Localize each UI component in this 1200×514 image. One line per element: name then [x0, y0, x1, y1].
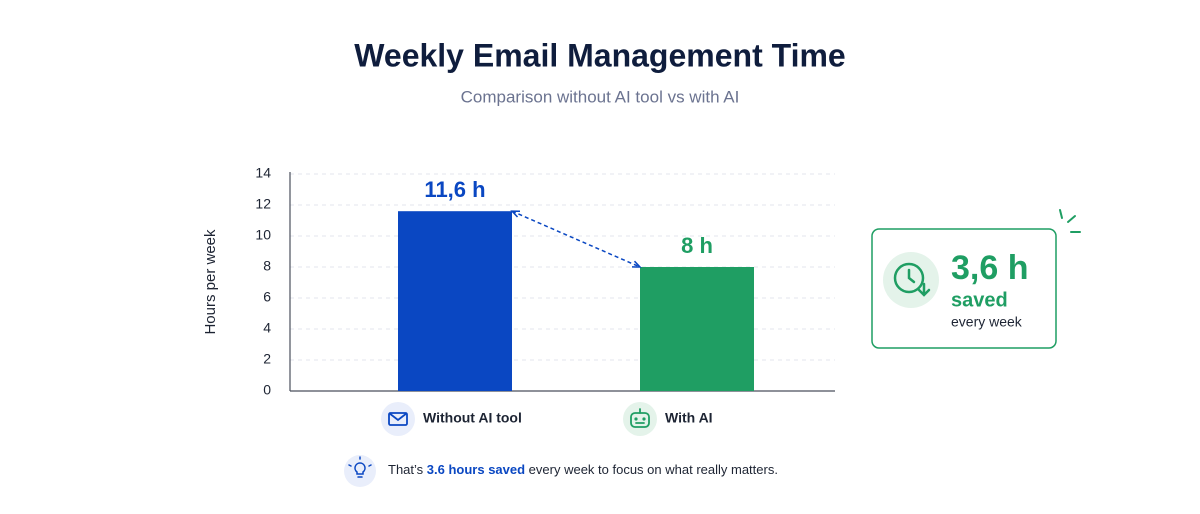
- footnote-highlight: 3.6 hours saved: [427, 462, 525, 477]
- robot-eye: [642, 417, 646, 421]
- y-tick-label: 8: [263, 258, 271, 274]
- y-tick-label: 2: [263, 351, 271, 367]
- y-tick-label: 0: [263, 382, 271, 398]
- y-tick-label: 4: [263, 320, 271, 336]
- connector-head: [631, 260, 642, 268]
- bulb-icon: [348, 456, 372, 478]
- bulb-icon-bg: [344, 455, 376, 487]
- connector: [511, 210, 641, 268]
- footnote: That’s 3.6 hours saved every week to foc…: [388, 462, 778, 477]
- y-tick-label: 10: [255, 227, 271, 243]
- robot-eye: [634, 417, 638, 421]
- callout: 3,6 h saved every week: [871, 209, 1081, 349]
- value-label: 8 h: [681, 233, 713, 258]
- mail-icon: [388, 412, 408, 426]
- category-label: Without AI tool: [381, 402, 522, 436]
- y-tick-label: 12: [255, 196, 271, 212]
- category-icon-bg: [623, 402, 657, 436]
- callout-label: saved: [951, 289, 1008, 311]
- y-axis-label: Hours per week: [202, 229, 219, 335]
- robot-icon: [635, 408, 645, 424]
- clock-arrow: [907, 268, 931, 297]
- bar: [640, 267, 754, 391]
- burst: [1059, 209, 1081, 233]
- clock-icon: [893, 262, 925, 294]
- callout-value: 3,6 h: [951, 249, 1028, 287]
- category-label: With AI: [623, 402, 713, 436]
- footnote-text: That’s: [388, 462, 427, 477]
- callout-note: every week: [951, 314, 1023, 330]
- bar: [398, 211, 512, 391]
- mail-icon: [388, 412, 408, 422]
- y-tick-label: 6: [263, 289, 271, 305]
- footnote-text: every week to focus on what really matte…: [525, 462, 778, 477]
- chart-title: Weekly Email Management Time: [354, 37, 845, 73]
- x-tick-label: With AI: [665, 410, 713, 426]
- y-tick-label: 14: [255, 165, 271, 181]
- x-tick-label: Without AI tool: [423, 410, 522, 426]
- chart-subtitle: Comparison without AI tool vs with AI: [461, 87, 740, 106]
- value-label: 11,6 h: [424, 177, 485, 202]
- connector-head: [510, 210, 521, 218]
